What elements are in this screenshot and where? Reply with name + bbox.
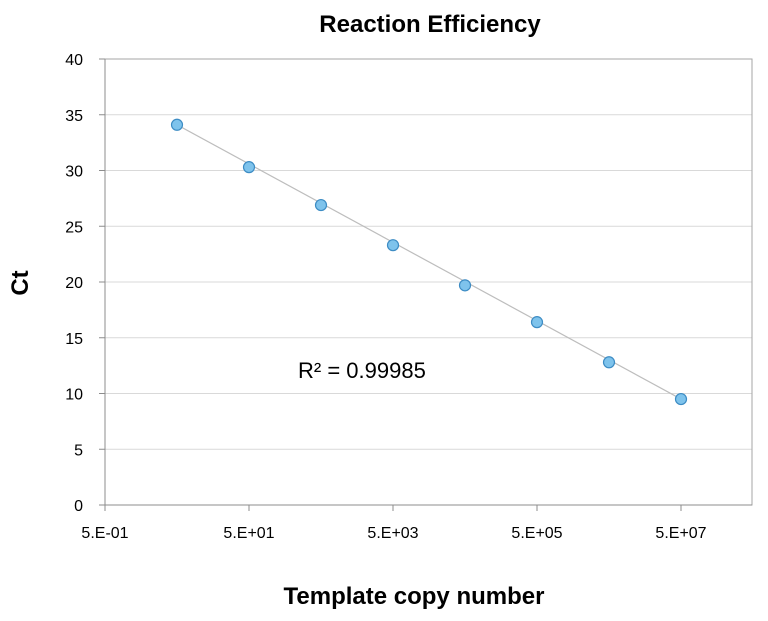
data-point bbox=[602, 356, 616, 369]
r-squared-annotation: R² = 0.99985 bbox=[298, 358, 426, 383]
data-point bbox=[170, 118, 184, 131]
x-tick-label: 5.E+03 bbox=[367, 525, 418, 542]
data-point bbox=[314, 198, 328, 212]
x-tick-label: 5.E+01 bbox=[223, 525, 274, 542]
y-tick-label: 20 bbox=[65, 275, 83, 292]
data-points bbox=[170, 118, 688, 406]
trendline bbox=[176, 124, 682, 400]
data-point bbox=[458, 279, 472, 292]
data-point bbox=[386, 239, 400, 252]
data-point bbox=[674, 392, 688, 406]
y-tick-labels: 0 5 10 15 20 25 30 35 40 bbox=[65, 52, 105, 515]
y-tick-label: 40 bbox=[65, 52, 83, 69]
x-tick-label: 5.E+07 bbox=[655, 525, 706, 542]
data-point bbox=[530, 316, 544, 329]
x-tick-labels: 5.E-01 5.E+01 5.E+03 5.E+05 5.E+07 bbox=[81, 505, 707, 542]
chart-title: Reaction Efficiency bbox=[319, 11, 541, 38]
data-point bbox=[242, 161, 256, 174]
grid-lines bbox=[105, 58, 752, 450]
y-tick-label: 15 bbox=[65, 331, 83, 348]
y-tick-label: 10 bbox=[65, 387, 83, 404]
y-tick-label: 0 bbox=[74, 498, 83, 515]
y-tick-label: 5 bbox=[74, 442, 83, 459]
x-axis-title: Template copy number bbox=[284, 583, 545, 610]
y-axis-title: Ct bbox=[7, 270, 34, 295]
y-tick-label: 25 bbox=[65, 219, 83, 236]
y-tick-label: 30 bbox=[65, 164, 83, 181]
x-tick-label: 5.E+05 bbox=[511, 525, 562, 542]
y-tick-label: 35 bbox=[65, 108, 83, 125]
x-tick-label: 5.E-01 bbox=[81, 525, 128, 542]
